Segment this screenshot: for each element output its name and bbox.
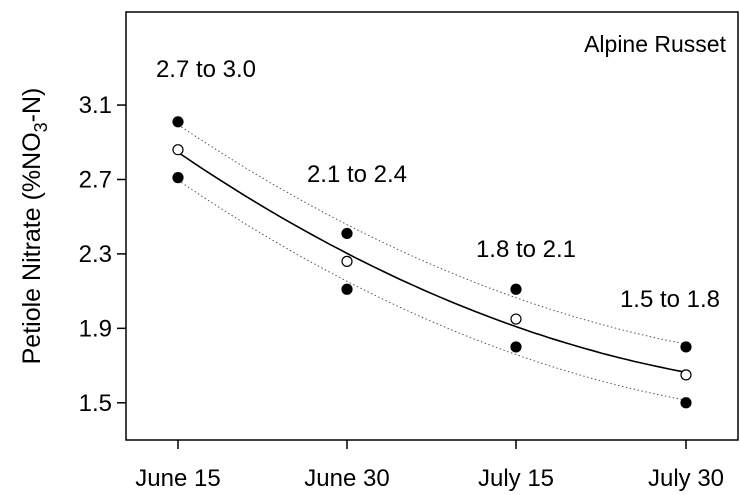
y-tick-label: 2.3 bbox=[79, 241, 112, 268]
fit-line bbox=[177, 151, 687, 374]
x-tick-label: June 30 bbox=[304, 465, 389, 492]
fit-curve bbox=[177, 151, 687, 374]
range-label: 2.1 to 2.4 bbox=[307, 161, 407, 188]
y-axis-title-sub: 3 bbox=[31, 122, 51, 132]
axis-ticks: 1.5 1.9 2.3 2.7 3.1 June 15 June 30 July 15 July… bbox=[79, 92, 724, 492]
x-tick-label: July 30 bbox=[648, 465, 724, 492]
range-labels: 2.7 to 3.0 2.1 to 2.4 1.8 to 2.1 1.5 to 1.8 bbox=[156, 56, 720, 313]
mean-point bbox=[341, 255, 353, 267]
upper-point bbox=[510, 283, 522, 295]
x-tick-label: July 15 bbox=[478, 465, 554, 492]
y-tick-label: 1.9 bbox=[79, 315, 112, 342]
lower-point bbox=[680, 397, 692, 409]
lower-band-line bbox=[177, 179, 687, 401]
upper-point bbox=[680, 341, 692, 353]
upper-point bbox=[172, 116, 184, 128]
y-tick-label: 1.5 bbox=[79, 390, 112, 417]
data-points bbox=[172, 116, 692, 409]
confidence-bands bbox=[177, 124, 687, 401]
x-tick-label: June 15 bbox=[135, 465, 220, 492]
range-label: 2.7 to 3.0 bbox=[156, 56, 256, 83]
lower-point bbox=[510, 341, 522, 353]
y-axis-title: Petiole Nitrate (%NO3-N) bbox=[18, 88, 51, 365]
plot-frame bbox=[125, 11, 739, 441]
mean-point bbox=[510, 313, 522, 325]
y-axis-title-suffix: -N) bbox=[18, 88, 46, 123]
lower-point bbox=[341, 283, 353, 295]
chart-title: Alpine Russet bbox=[584, 31, 727, 57]
upper-band-line bbox=[177, 124, 687, 345]
y-tick-label: 2.7 bbox=[79, 166, 112, 193]
y-axis-title-main: Petiole Nitrate (%NO bbox=[18, 132, 46, 364]
upper-point bbox=[341, 227, 353, 240]
lower-point bbox=[172, 172, 184, 184]
range-label: 1.8 to 2.1 bbox=[476, 236, 576, 263]
mean-point bbox=[172, 144, 184, 156]
mean-point bbox=[680, 369, 692, 381]
y-tick-label: 3.1 bbox=[79, 92, 112, 119]
range-label: 1.5 to 1.8 bbox=[620, 286, 720, 313]
